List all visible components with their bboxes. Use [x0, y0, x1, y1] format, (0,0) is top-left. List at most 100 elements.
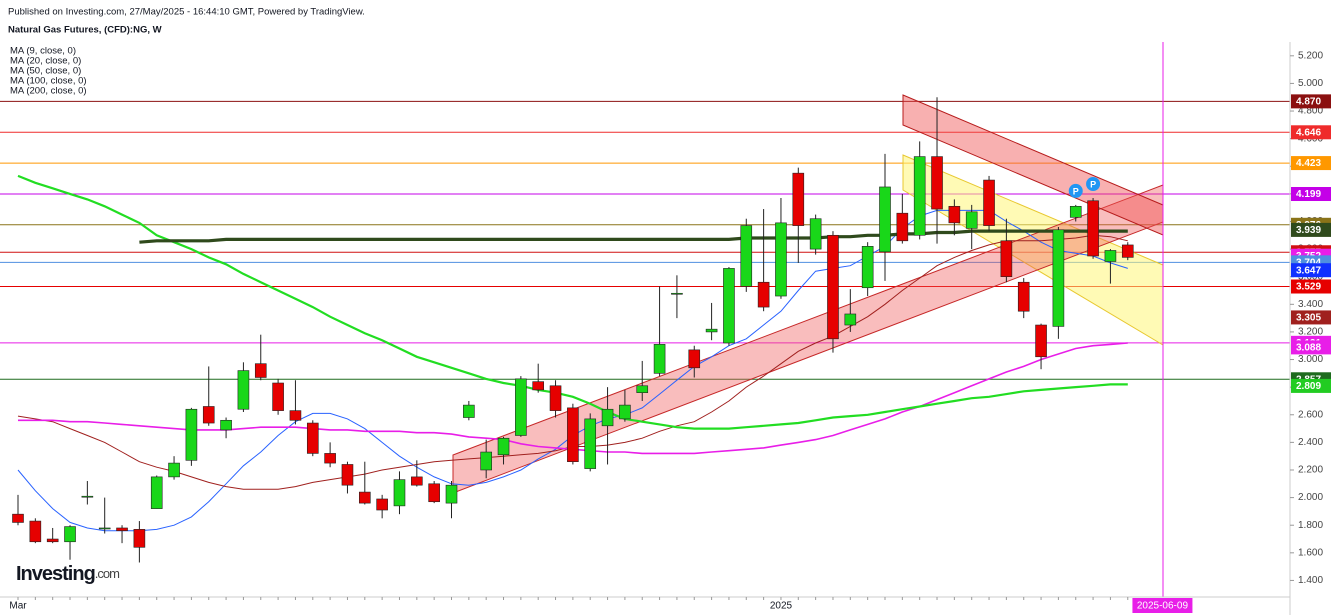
y-tick-label: 1.400	[1298, 575, 1323, 586]
candle-body	[237, 370, 250, 410]
candle-body	[376, 498, 388, 511]
candle-body	[1017, 281, 1030, 312]
candle-body	[150, 476, 163, 509]
level-label-box	[1291, 310, 1331, 325]
candle-body	[289, 410, 302, 421]
candle-body	[619, 404, 631, 420]
candle-body	[81, 495, 94, 498]
candle-body	[688, 349, 701, 369]
candle-body	[861, 246, 874, 289]
logo: Investing.com	[16, 563, 119, 585]
candle-body	[168, 462, 180, 478]
level-label: 4.870	[1296, 97, 1321, 108]
cursor-label-box	[1132, 598, 1193, 613]
y-tick-label: 2.200	[1298, 465, 1323, 476]
legend-entry: MA (100, close, 0)	[10, 76, 87, 87]
marker-dot	[1086, 177, 1101, 192]
candle-body	[931, 156, 943, 210]
y-tick-label: 4.800	[1298, 106, 1323, 117]
level-label: 3.939	[1296, 225, 1321, 236]
candle-body	[827, 234, 839, 340]
candle-body	[671, 292, 683, 295]
candle-body	[64, 526, 76, 543]
legend-entry: MA (9, close, 0)	[10, 46, 76, 57]
y-tick-label: 1.600	[1298, 547, 1323, 558]
level-label-box	[1291, 263, 1331, 278]
level-label-box	[1291, 340, 1331, 355]
candle-body	[965, 211, 978, 229]
candle-body	[636, 385, 649, 393]
candle-body	[532, 381, 545, 391]
legend-entry: MA (200, close, 0)	[10, 86, 87, 97]
candle-body	[549, 385, 562, 411]
candle-body	[844, 313, 857, 326]
level-label: 3.647	[1296, 265, 1321, 276]
y-tick-label: 5.200	[1298, 50, 1323, 61]
y-tick-label: 3.400	[1298, 299, 1323, 310]
marker-dot	[1068, 183, 1083, 198]
candle-body	[185, 408, 198, 461]
candle-body	[98, 527, 111, 530]
candle-body	[584, 418, 597, 469]
y-tick-label: 1.800	[1298, 520, 1323, 531]
candle-body	[497, 437, 510, 456]
candle-body	[445, 484, 458, 504]
candle-body	[358, 491, 371, 504]
candle-body	[116, 527, 128, 532]
candle-body	[896, 212, 909, 242]
candle-body	[567, 407, 579, 463]
level-label-box	[1291, 222, 1331, 237]
candle-body	[480, 451, 492, 471]
level-label-box	[1291, 156, 1331, 171]
x-tick-label: Mar	[9, 601, 27, 612]
legend-entry: MA (50, close, 0)	[10, 66, 81, 77]
candle-body	[393, 479, 406, 507]
candle-body	[46, 538, 59, 543]
marker-label: P	[1090, 179, 1096, 189]
cursor-label: 2025-06-09	[1137, 601, 1189, 612]
candle-body	[601, 408, 614, 427]
published-note: Published on Investing.com, 27/May/2025 …	[8, 7, 365, 18]
level-label: 3.704	[1296, 257, 1321, 268]
legend-entry: MA (20, close, 0)	[10, 56, 81, 67]
candle-body	[1000, 240, 1013, 278]
level-label-box	[1291, 187, 1331, 202]
level-label: 3.088	[1296, 343, 1321, 354]
candle-body	[29, 520, 42, 543]
candle-body	[515, 378, 527, 436]
candle-body	[272, 382, 284, 411]
candle-body	[220, 419, 232, 431]
level-label: 2.809	[1296, 381, 1321, 392]
candle-body	[1087, 200, 1099, 257]
candle-body	[463, 404, 475, 418]
candle-body	[757, 281, 770, 308]
candle-body	[723, 268, 735, 344]
candle-body	[1052, 229, 1065, 327]
level-label: 4.646	[1296, 127, 1321, 138]
candle-body	[1069, 205, 1082, 218]
symbol-title: Natural Gas Futures, (CFD):NG, W	[8, 25, 162, 36]
candle-body	[653, 344, 666, 374]
y-tick-label: 2.400	[1298, 437, 1323, 448]
candle-body	[948, 205, 961, 224]
candle-body	[792, 172, 805, 226]
level-label: 3.305	[1296, 313, 1321, 324]
level-label: 4.423	[1296, 158, 1321, 169]
x-tick-label: 2025	[770, 601, 793, 612]
y-tick-label: 5.000	[1298, 78, 1323, 89]
logo-suffix: .com	[95, 566, 119, 581]
candle-body	[341, 464, 354, 486]
level-label-box	[1291, 94, 1331, 109]
candle-body	[1121, 244, 1134, 258]
candle-body	[1104, 250, 1117, 262]
candle-body	[133, 529, 146, 548]
level-label-box	[1291, 378, 1331, 393]
candle-body	[775, 222, 787, 297]
level-label: 3.529	[1296, 282, 1321, 293]
candle-body	[324, 453, 336, 464]
y-tick-label: 3.000	[1298, 354, 1323, 365]
y-tick-label: 2.600	[1298, 409, 1323, 420]
candle-body	[202, 406, 215, 424]
candle-body	[1035, 324, 1047, 358]
